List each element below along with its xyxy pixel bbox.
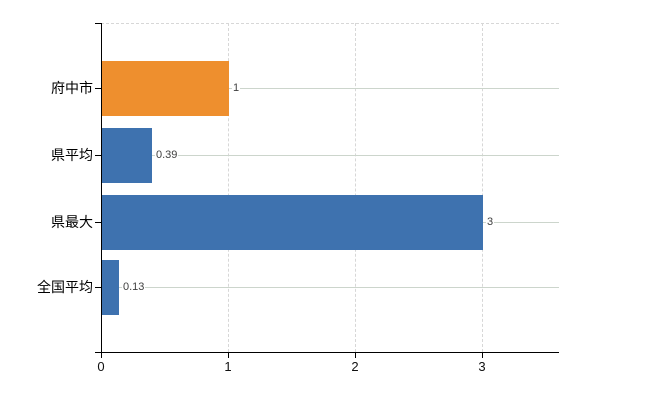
y-axis-tick: [95, 287, 101, 288]
horizontal-gridline: [101, 88, 559, 89]
x-axis-tick: [101, 353, 102, 358]
y-axis-tick: [95, 155, 101, 156]
x-tick-label: 2: [351, 359, 359, 374]
y-axis-tick: [95, 222, 101, 223]
y-axis-line: [101, 23, 102, 353]
bar[interactable]: [102, 60, 229, 116]
x-tick-label: 3: [478, 359, 486, 374]
category-label: 全国平均: [37, 279, 93, 295]
x-tick-label: 0: [97, 359, 105, 374]
y-axis-tick: [95, 23, 101, 24]
bar[interactable]: [102, 127, 152, 183]
y-axis-tick: [95, 88, 101, 89]
x-axis-tick: [228, 353, 229, 358]
bar-value-label: 0.13: [122, 281, 146, 293]
x-axis-line: [95, 352, 559, 353]
vertical-gridline: [355, 23, 356, 352]
horizontal-gridline: [101, 155, 559, 156]
plot-top-border: [101, 23, 559, 24]
x-axis-tick: [482, 353, 483, 358]
plot-area: 1 0.39 3 0.13: [101, 23, 559, 352]
bar-value-label: 3: [486, 216, 495, 228]
bar-value-label: 0.39: [155, 149, 179, 161]
horizontal-gridline: [101, 287, 559, 288]
vertical-gridline: [228, 23, 229, 352]
x-axis-tick: [355, 353, 356, 358]
bar[interactable]: [102, 194, 483, 250]
category-label: 県平均: [51, 147, 93, 163]
category-label: 府中市: [51, 80, 93, 96]
vertical-gridline: [482, 23, 483, 352]
bar-value-label: 1: [232, 82, 241, 94]
x-tick-label: 1: [224, 359, 232, 374]
category-label: 県最大: [51, 214, 93, 230]
bar[interactable]: [102, 259, 119, 315]
